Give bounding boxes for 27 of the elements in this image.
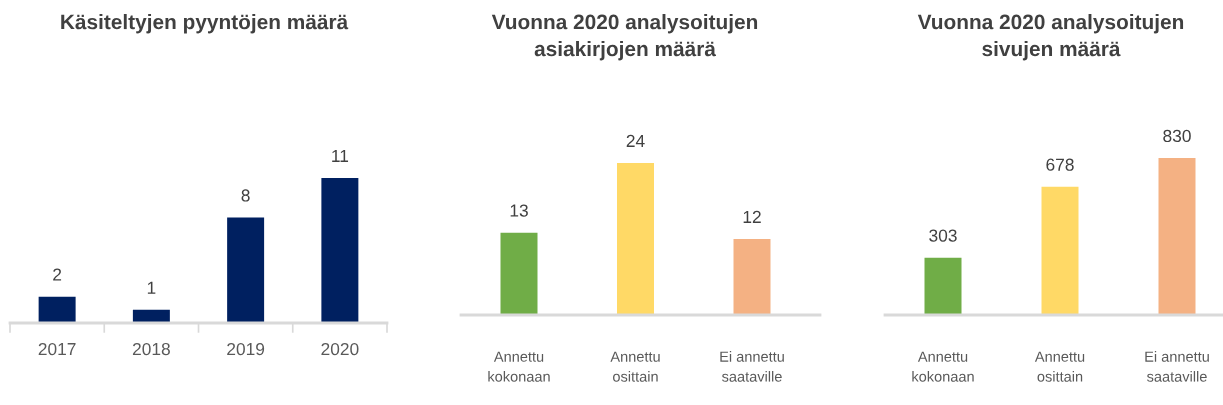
x-tick-label: Annettu kokonaan [488,351,550,382]
data-label: 13 [510,204,528,217]
x-tick-label: Ei annettu saataville [1145,351,1209,382]
x-tick-label: Annettu osittain [610,351,660,382]
data-label: 303 [929,229,957,242]
x-tick-label: Annettu kokonaan [912,351,974,382]
x-tick-label: Ei annettu saataville [720,351,784,382]
data-label: 2 [53,268,62,281]
data-label: 830 [1163,129,1191,143]
bar [227,217,265,323]
x-tick-label: 2017 [38,342,76,356]
bar [132,309,170,323]
data-label: 678 [1046,158,1074,171]
data-label: 1 [147,281,156,294]
x-tick-label: 2020 [321,342,359,356]
bar [38,296,76,323]
data-label: 8 [241,189,250,202]
x-tick-label: Annettu osittain [1034,351,1085,382]
x-tick-label: 2019 [227,342,265,356]
x-tick-label: 2018 [132,342,170,356]
data-label: 11 [332,149,349,162]
chart-title: Vuonna 2020 analysoitujen sivujen määrä [917,14,1184,61]
chart-title: Käsiteltyjen pyyntöjen määrä [61,14,349,34]
chart-title: Vuonna 2020 analysoitujen asiakirjojen määrä [491,14,758,61]
data-label: 24 [626,134,645,147]
data-label: 12 [743,210,761,223]
bar [321,178,359,323]
